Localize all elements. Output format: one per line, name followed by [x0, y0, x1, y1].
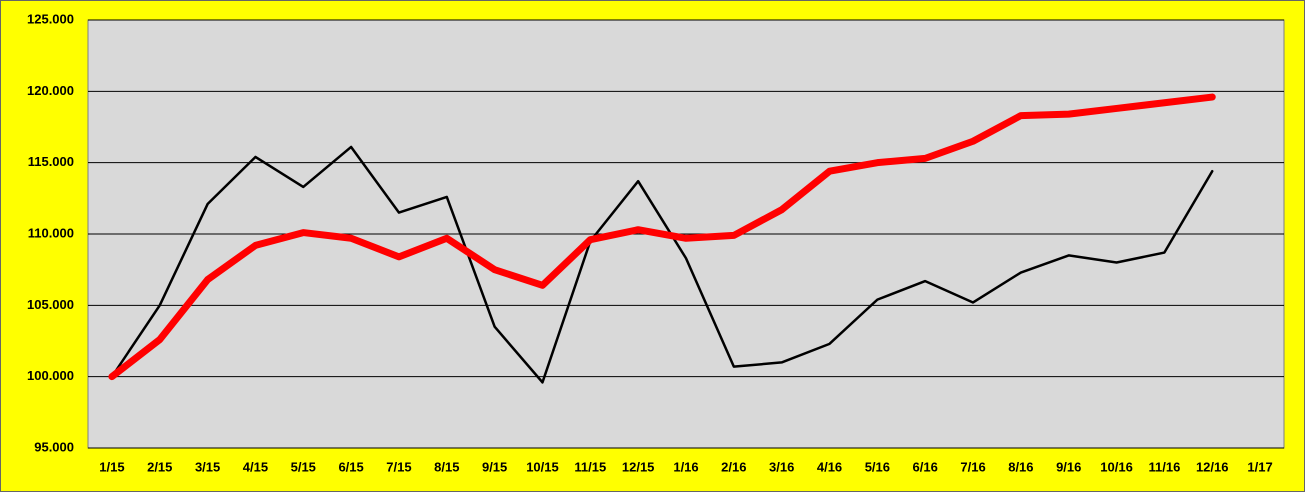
y-tick-label: 100.000: [27, 368, 74, 383]
x-tick-label: 8/16: [1008, 459, 1033, 474]
x-tick-label: 9/15: [482, 459, 507, 474]
series-line: [110, 145, 1214, 384]
x-tick-label: 3/15: [195, 459, 220, 474]
x-tick-label: 2/15: [147, 459, 172, 474]
x-tick-label: 11/16: [1148, 459, 1180, 474]
x-tick-label: 10/16: [1100, 459, 1133, 474]
y-tick-label: 95.000: [34, 439, 74, 454]
x-tick-label: 1/16: [673, 459, 698, 474]
x-tick-label: 4/15: [243, 459, 268, 474]
x-tick-label: 12/15: [622, 459, 655, 474]
x-tick-label: 1/17: [1247, 459, 1272, 474]
x-tick-label: 2/16: [721, 459, 746, 474]
x-tick-label: 6/16: [913, 459, 938, 474]
x-tick-label: 3/16: [769, 459, 794, 474]
series-line: [108, 93, 1216, 381]
x-tick-label: 7/15: [386, 459, 411, 474]
x-tick-label: 12/16: [1196, 459, 1229, 474]
x-tick-label: 5/16: [865, 459, 890, 474]
x-tick-label: 6/15: [338, 459, 363, 474]
x-tick-label: 7/16: [960, 459, 985, 474]
x-tick-label: 9/16: [1056, 459, 1081, 474]
x-tick-label: 8/15: [434, 459, 459, 474]
y-tick-label: 125.000: [27, 11, 74, 26]
x-tick-label: 4/16: [817, 459, 842, 474]
x-tick-label: 10/15: [526, 459, 559, 474]
x-tick-label: 1/15: [99, 459, 124, 474]
y-tick-label: 105.000: [27, 297, 74, 312]
y-tick-label: 115.000: [28, 154, 74, 169]
x-tick-label: 11/15: [574, 459, 606, 474]
x-tick-label: 5/15: [291, 459, 316, 474]
y-tick-label: 110.000: [28, 225, 74, 240]
y-tick-label: 120.000: [27, 83, 74, 98]
